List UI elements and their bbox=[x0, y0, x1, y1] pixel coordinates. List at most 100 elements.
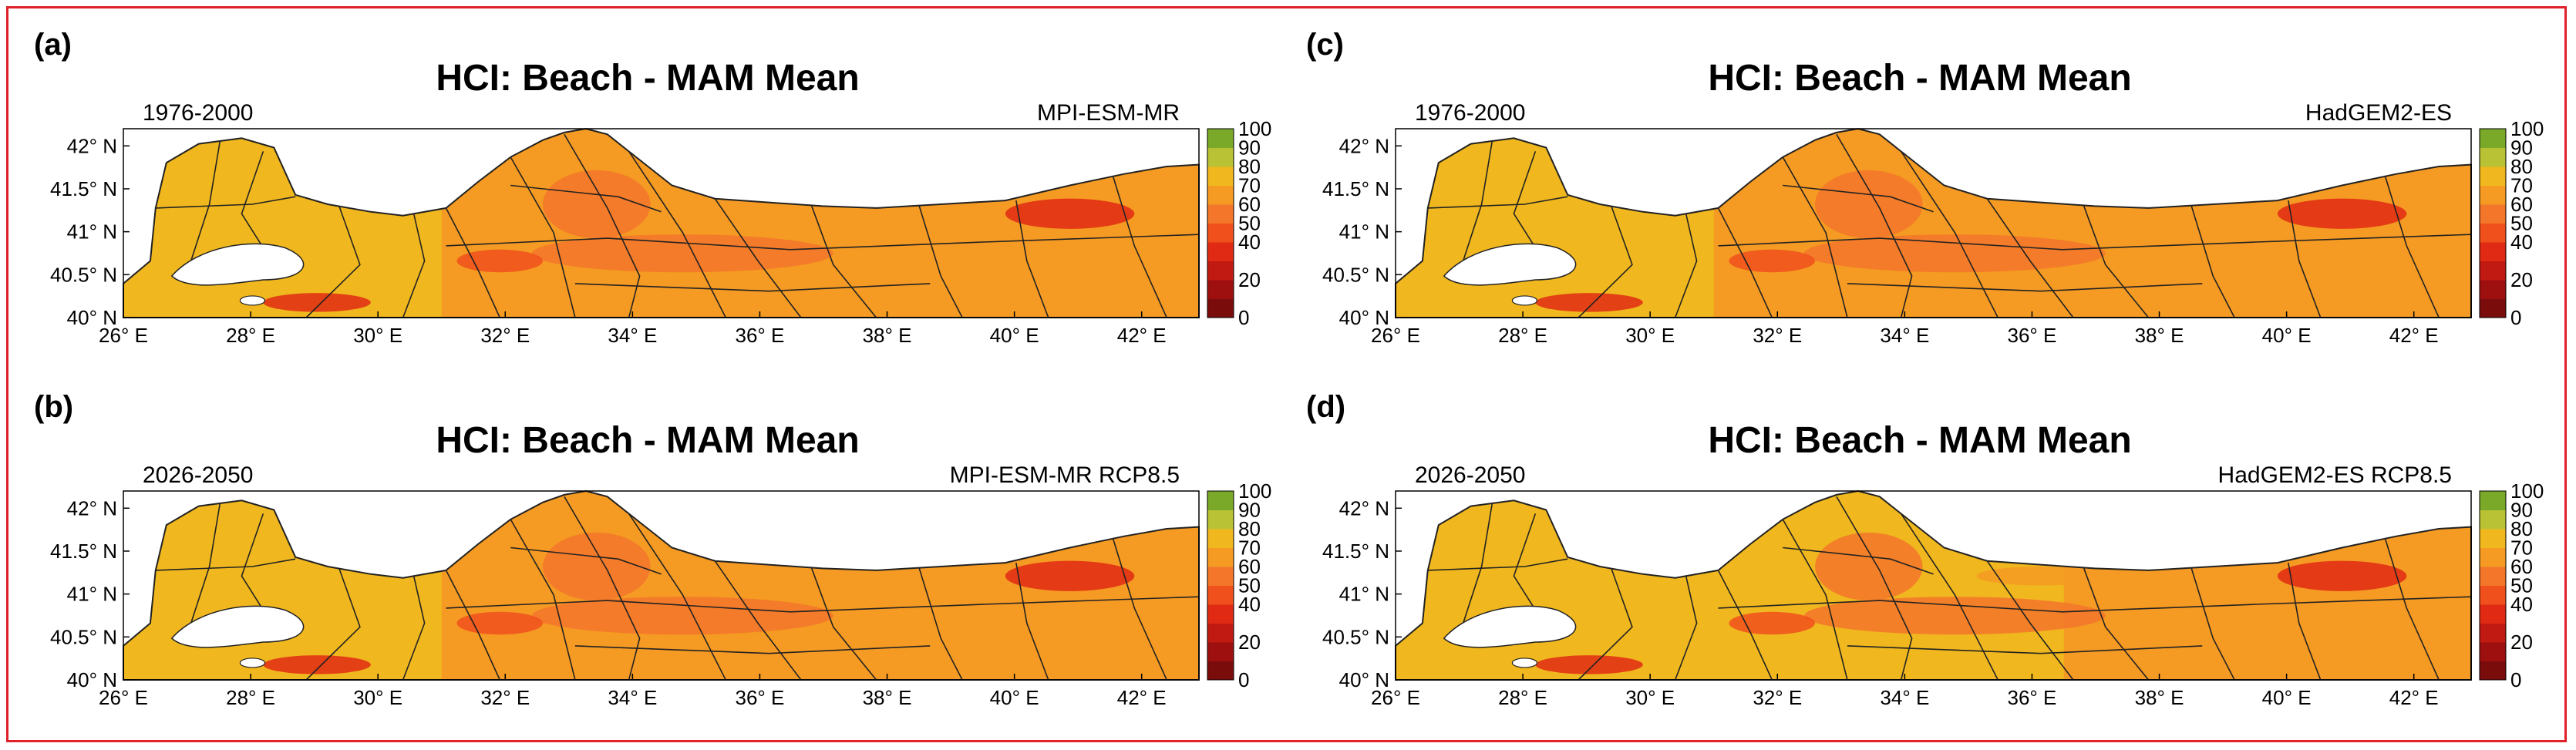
colorbar-tick-label: 60 bbox=[2510, 193, 2533, 216]
colorbar-segment bbox=[2480, 223, 2506, 243]
colorbar-tick-label: 80 bbox=[2510, 155, 2533, 178]
colorbar-tick-label: 60 bbox=[2510, 555, 2533, 578]
y-tick-label: 41° N bbox=[1339, 220, 1389, 244]
colorbar-segment bbox=[1207, 129, 1234, 148]
heat-patch bbox=[543, 532, 651, 601]
colorbar-tick-label: 60 bbox=[1238, 555, 1261, 578]
x-tick-label: 40° E bbox=[2262, 686, 2312, 709]
colorbar-segment bbox=[1207, 661, 1234, 681]
colorbar-segment bbox=[2480, 585, 2506, 605]
x-tick-label: 42° E bbox=[1117, 324, 1167, 347]
y-tick-label: 40° N bbox=[67, 668, 117, 691]
heat-patch bbox=[2277, 560, 2407, 591]
x-tick-label: 40° E bbox=[2262, 324, 2312, 347]
colorbar-segment bbox=[2480, 642, 2506, 661]
colorbar-tick-label: 100 bbox=[1238, 479, 1271, 503]
panel-d: 26° E 28° E 30° E 32° E 34° E 36° E 38° E 40° E… bbox=[1288, 378, 2552, 740]
y-tick-label: 41.5° N bbox=[50, 540, 117, 563]
land-fill bbox=[1396, 129, 2471, 318]
heat-patch bbox=[1804, 597, 2106, 635]
colorbar-tick-label: 40 bbox=[1238, 593, 1261, 616]
colorbar-segment bbox=[2480, 166, 2506, 186]
heat-patch bbox=[1005, 560, 1135, 591]
heat-patch bbox=[456, 611, 544, 635]
panel-title: HCI: Beach - MAM Mean bbox=[436, 420, 860, 461]
region-west bbox=[1396, 129, 1715, 318]
colorbar-segment bbox=[1207, 166, 1234, 186]
x-tick-label: 32° E bbox=[480, 686, 530, 709]
colorbar-segment bbox=[1207, 529, 1234, 548]
y-tick-label: 41.5° N bbox=[50, 177, 117, 200]
region-west bbox=[123, 129, 443, 318]
colorbar-tick-label: 20 bbox=[2510, 631, 2533, 654]
region-west bbox=[123, 491, 443, 680]
plot-frame bbox=[123, 128, 1200, 318]
x-tick-label: 36° E bbox=[735, 324, 784, 347]
colorbar-segment bbox=[1207, 491, 1234, 510]
x-tick-label: 34° E bbox=[608, 324, 657, 347]
period-label: 2026-2050 bbox=[143, 462, 254, 488]
y-tick-label: 40.5° N bbox=[1322, 625, 1389, 648]
y-tick-label: 42° N bbox=[67, 496, 117, 520]
x-tick-label: 42° E bbox=[1117, 686, 1167, 709]
colorbar-tick-label: 90 bbox=[1238, 499, 1261, 522]
y-tick-label: 42° N bbox=[1339, 134, 1389, 157]
x-tick-label: 26° E bbox=[1371, 686, 1420, 709]
land-fill bbox=[123, 491, 1199, 680]
colorbar-segment bbox=[2480, 280, 2506, 299]
heat-patch bbox=[1729, 249, 1816, 273]
heat-patch bbox=[532, 234, 833, 273]
heat-patch bbox=[1005, 198, 1135, 229]
panel-title: HCI: Beach - MAM Mean bbox=[436, 58, 860, 99]
colorbar-segment bbox=[1207, 204, 1234, 224]
colorbar-tick-label: 80 bbox=[1238, 155, 1261, 178]
colorbar-segment bbox=[2480, 491, 2506, 510]
panel-title: HCI: Beach - MAM Mean bbox=[1708, 420, 2132, 461]
heat-patch bbox=[704, 204, 833, 224]
colorbar-segment bbox=[1207, 547, 1234, 567]
x-tick-label: 36° E bbox=[2007, 686, 2056, 709]
colorbar-segment bbox=[1207, 567, 1234, 586]
colorbar-segment bbox=[2480, 242, 2506, 261]
x-tick-label: 34° E bbox=[1880, 686, 1929, 709]
colorbar-tick-label: 100 bbox=[2510, 117, 2544, 140]
x-tick-label: 30° E bbox=[1625, 686, 1675, 709]
y-tick-label: 41° N bbox=[67, 583, 117, 606]
y-tick-label: 40.5° N bbox=[50, 625, 117, 648]
y-tick-label: 42° N bbox=[1339, 496, 1389, 520]
y-tick-label: 41.5° N bbox=[1322, 540, 1389, 563]
province-borders bbox=[155, 133, 1199, 318]
colorbar-segment bbox=[2480, 261, 2506, 281]
y-tick-label: 41° N bbox=[1339, 583, 1389, 606]
colorbar-tick-label: 70 bbox=[1238, 174, 1261, 197]
coastline bbox=[123, 489, 1200, 681]
colorbar-segment bbox=[1207, 623, 1234, 643]
coastline bbox=[1395, 127, 2472, 318]
colorbar-tick-label: 70 bbox=[2510, 536, 2533, 560]
period-label: 1976-2000 bbox=[1415, 100, 1526, 126]
period-label: 2026-2050 bbox=[1415, 462, 1526, 488]
heat-patch bbox=[1535, 655, 1643, 674]
marmara-sea bbox=[170, 243, 305, 286]
heat-patch bbox=[456, 249, 544, 273]
x-tick-label: 42° E bbox=[2389, 324, 2439, 347]
map-plot: 26° E 28° E 30° E 32° E 34° E 36° E 38° E 40° E… bbox=[1322, 479, 2544, 709]
heat-patch bbox=[543, 170, 651, 239]
plot-frame bbox=[1395, 490, 2472, 681]
colorbar-segment bbox=[1207, 147, 1234, 167]
x-tick-label: 26° E bbox=[99, 686, 148, 709]
x-tick-label: 30° E bbox=[353, 324, 402, 347]
y-tick-label: 40° N bbox=[1339, 306, 1389, 329]
panel-a: 26° E 28° E 30° E 32° E 34° E 36° E 38° E 40° E… bbox=[15, 15, 1280, 378]
lake bbox=[239, 295, 265, 306]
model-label: MPI-ESM-MR bbox=[1037, 100, 1180, 126]
x-tick-label: 40° E bbox=[990, 686, 1039, 709]
colorbar-tick-label: 80 bbox=[1238, 517, 1261, 540]
x-tick-label: 28° E bbox=[226, 686, 275, 709]
colorbar-segment bbox=[1207, 223, 1234, 243]
colorbar-segment bbox=[1207, 585, 1234, 605]
colorbar-segment bbox=[2480, 129, 2506, 148]
